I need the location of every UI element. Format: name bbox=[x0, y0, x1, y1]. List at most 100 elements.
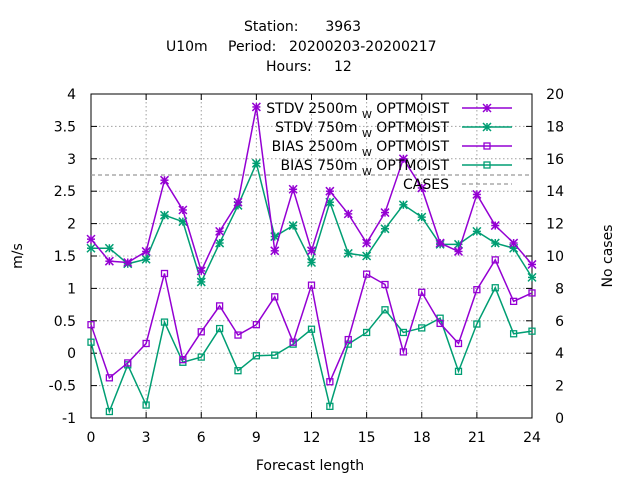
y-tick-label: 0 bbox=[67, 346, 76, 362]
data-point bbox=[453, 246, 464, 256]
data-point bbox=[362, 251, 372, 261]
data-point bbox=[289, 338, 297, 346]
data-point bbox=[159, 210, 170, 220]
data-point bbox=[215, 324, 224, 333]
title-hours-value: 12 bbox=[334, 59, 352, 75]
y2-tick-label: 0 bbox=[555, 411, 564, 427]
data-point bbox=[306, 257, 317, 268]
data-point bbox=[215, 302, 224, 310]
data-point bbox=[215, 226, 225, 236]
x-tick-label: 12 bbox=[303, 430, 321, 446]
data-point bbox=[306, 246, 317, 256]
data-point bbox=[288, 221, 298, 231]
legend-entry: STDV 2500m W OPTMOIST bbox=[266, 101, 512, 121]
data-point bbox=[509, 330, 518, 338]
data-point bbox=[326, 378, 334, 386]
data-point bbox=[362, 238, 372, 248]
y-axis-label: m/s bbox=[10, 243, 26, 269]
data-point bbox=[197, 328, 205, 336]
data-point bbox=[270, 246, 280, 256]
data-point bbox=[104, 256, 114, 266]
data-point bbox=[472, 189, 482, 199]
data-point bbox=[528, 327, 536, 335]
data-point bbox=[380, 208, 390, 218]
title-hours-label: Hours: bbox=[266, 59, 312, 75]
y-tick-label: 2 bbox=[67, 217, 76, 233]
data-point bbox=[252, 321, 261, 329]
x-tick-label: 3 bbox=[142, 430, 151, 446]
data-point bbox=[509, 297, 518, 306]
data-point bbox=[491, 284, 499, 292]
title-period-value: 20200203-20200217 bbox=[289, 39, 437, 55]
x-tick-label: 6 bbox=[197, 430, 206, 446]
data-point bbox=[271, 293, 279, 301]
legend-label: BIAS 2500m W OPTMOIST bbox=[272, 139, 450, 159]
data-point bbox=[436, 319, 444, 328]
legend-entry: BIAS 750m W OPTMOIST bbox=[281, 158, 512, 178]
data-point bbox=[483, 142, 491, 150]
data-point bbox=[142, 339, 150, 348]
y-tick-label: 3 bbox=[67, 152, 76, 168]
series-layer bbox=[86, 102, 537, 416]
y2-tick-label: 8 bbox=[555, 281, 564, 297]
data-point bbox=[491, 256, 499, 264]
data-point bbox=[104, 243, 114, 253]
data-point bbox=[435, 238, 445, 248]
title-param: U10m bbox=[166, 39, 208, 55]
y-tick-label: 2.5 bbox=[54, 184, 76, 200]
series-line bbox=[90, 258, 533, 385]
data-point bbox=[196, 266, 206, 276]
data-point bbox=[527, 272, 537, 282]
data-point bbox=[473, 286, 481, 294]
data-point bbox=[454, 339, 463, 348]
data-point bbox=[105, 374, 114, 382]
y2-axis-label: No cases bbox=[600, 225, 616, 288]
data-point bbox=[234, 331, 242, 339]
y2-tick-label: 20 bbox=[546, 87, 564, 103]
data-point bbox=[454, 367, 463, 375]
y-tick-label: 4 bbox=[67, 87, 76, 103]
data-point bbox=[490, 238, 500, 248]
data-point bbox=[179, 356, 187, 364]
legend-entry-cases: CASES bbox=[403, 177, 512, 193]
axes: 0 3 6 9 12 15 18 21 24-1-0.500.511.522.533.54024… bbox=[49, 87, 564, 446]
data-point bbox=[307, 325, 316, 333]
data-point bbox=[398, 200, 408, 210]
data-point bbox=[343, 209, 353, 219]
x-axis-label: Forecast length bbox=[256, 458, 364, 474]
data-point bbox=[87, 321, 95, 329]
data-point bbox=[141, 254, 151, 264]
data-point bbox=[418, 324, 426, 332]
y-tick-label: 1.5 bbox=[54, 249, 76, 265]
x-tick-label: 21 bbox=[468, 430, 486, 446]
data-point bbox=[399, 348, 408, 356]
x-tick-label: 15 bbox=[358, 430, 376, 446]
data-point bbox=[288, 184, 298, 194]
data-point bbox=[197, 353, 205, 361]
data-point bbox=[473, 320, 481, 328]
data-point bbox=[528, 289, 536, 297]
data-point bbox=[472, 226, 482, 236]
data-point bbox=[160, 269, 169, 278]
data-point bbox=[123, 257, 133, 268]
data-point bbox=[326, 402, 334, 410]
data-point bbox=[86, 243, 96, 253]
data-point bbox=[482, 103, 492, 113]
data-point bbox=[178, 205, 188, 215]
data-point bbox=[490, 221, 500, 231]
data-point bbox=[251, 158, 261, 168]
data-point bbox=[417, 183, 427, 193]
y2-tick-label: 12 bbox=[546, 217, 564, 233]
y2-tick-label: 14 bbox=[546, 184, 564, 200]
data-point bbox=[380, 224, 390, 234]
data-point bbox=[215, 238, 225, 248]
y2-tick-label: 10 bbox=[546, 249, 564, 265]
x-tick-label: 0 bbox=[87, 430, 96, 446]
data-point bbox=[234, 367, 242, 375]
data-point bbox=[124, 359, 132, 367]
y-tick-label: -0.5 bbox=[49, 379, 76, 395]
chart-title: Station: 3963 U10m Period: 20200203-2020… bbox=[166, 19, 437, 75]
data-point bbox=[381, 280, 389, 289]
